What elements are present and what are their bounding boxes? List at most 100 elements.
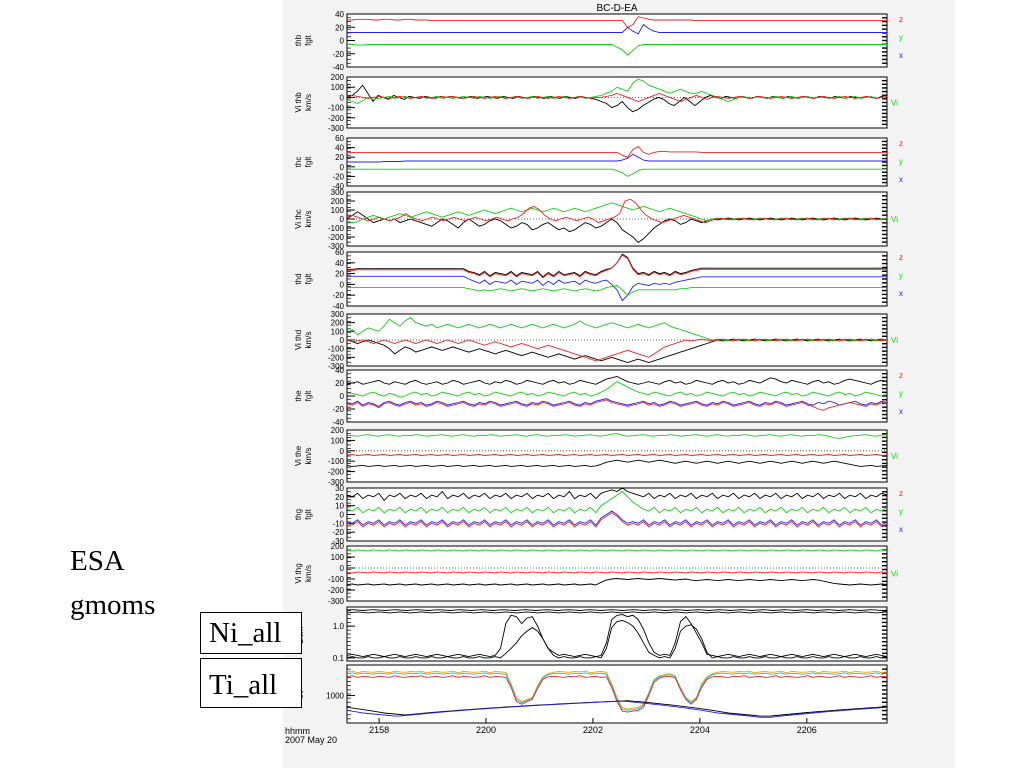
y-tick-label: 200	[331, 73, 345, 82]
series-line-Viz	[347, 571, 887, 574]
chart-title: BC-D-EA	[596, 3, 637, 14]
y-tick-label: -100	[328, 575, 345, 584]
y-tick-label: 10	[335, 502, 344, 511]
y-tick-label: -100	[328, 104, 345, 113]
y-tick-label: -300	[328, 124, 345, 133]
y-tick-label: -20	[332, 50, 344, 59]
y-tick-label: -40	[332, 302, 344, 311]
y-tick-label: -200	[328, 586, 345, 595]
legend-entry-x: x	[899, 175, 903, 184]
panel-frame	[346, 251, 888, 307]
legend-entry-x: x	[899, 525, 903, 534]
panel-thd_fgm: -40 -20 020 40 60 thdfglt zyx	[294, 248, 903, 311]
stacked-timeseries-figure: BC-D-EA -40-2002040thbfgltzyx-300-200-10…	[285, 3, 903, 745]
series-line-z	[347, 399, 887, 411]
gmoms-label: gmoms	[70, 589, 156, 621]
x-tick-label: 2202	[583, 725, 603, 735]
legend-entry-y: y	[899, 507, 903, 516]
plot-sheet: BC-D-EA -40 -20 0 20 40 thbfglt z y x -300 -200 -10…	[283, 0, 955, 768]
y-axis-label: Vi thekm/s	[294, 445, 313, 466]
ni-all-label: Ni_all	[200, 612, 302, 654]
y-axis-label-line: the	[294, 390, 303, 402]
series-line-Viy	[347, 316, 887, 342]
y-axis-label: Vi thgkm/s	[294, 563, 313, 583]
y-tick-label: -40	[332, 182, 344, 191]
panel-thg_vi: -300 -200 -100 0 100 200 Vi thgkm/s Vi	[294, 542, 898, 606]
series-line-x	[347, 398, 887, 407]
y-axis-label-line: thg	[294, 509, 303, 520]
y-tick-label: 40	[335, 10, 344, 19]
y-tick-label: 20	[335, 23, 344, 32]
series-line-y	[347, 153, 887, 163]
series-line-y	[347, 275, 887, 302]
y-axis-label: thefglt	[294, 390, 313, 402]
series-line-x	[347, 43, 887, 56]
y-tick-label: -20	[332, 291, 344, 300]
series-line-t1	[347, 670, 887, 710]
legend-entry-vi: Vi	[891, 215, 898, 224]
y-tick-label: 100	[331, 83, 345, 92]
ti-all-label: Ti_all	[200, 658, 302, 708]
y-axis-label: thgfglt	[294, 508, 313, 520]
y-axis-label-line: km/s	[304, 211, 313, 228]
panel-ti_all: 1000eV	[296, 664, 888, 724]
series-line-Vix	[347, 578, 887, 586]
y-tick-label: 60	[335, 248, 344, 257]
y-tick-label: 300	[331, 188, 345, 197]
legend-entry-vi: Vi	[891, 452, 898, 461]
y-tick-label: 40	[335, 259, 344, 268]
y-tick-label: -200	[328, 468, 345, 477]
y-axis-label-line: Vi thc	[294, 209, 303, 229]
series-line-y	[347, 381, 887, 398]
series-line-y	[347, 23, 887, 35]
series-line-t2	[347, 672, 887, 711]
y-tick-label: 40	[335, 366, 344, 375]
y-axis-label-line: fglt	[304, 273, 313, 284]
y-axis-label-line: Vi thb	[294, 92, 303, 113]
legend-entry-z: z	[899, 371, 903, 380]
series-line-z	[347, 254, 887, 279]
series-line-x	[347, 510, 887, 526]
x-tick-label: 2200	[476, 725, 496, 735]
y-axis-label-line: Vi thd	[294, 330, 303, 350]
legend-entry-x: x	[899, 407, 903, 416]
x-tick-label: 2204	[690, 725, 710, 735]
y-tick-label: 20	[335, 493, 344, 502]
y-tick-label: -300	[328, 362, 345, 371]
y-tick-label: 0	[340, 37, 345, 46]
series-line-Viz	[347, 198, 887, 224]
series-line-Viz	[347, 453, 887, 456]
series-line-n2	[347, 611, 887, 614]
y-tick-label: -200	[328, 353, 345, 362]
y-tick-label: 0	[340, 511, 345, 520]
y-tick-label: 100	[331, 206, 345, 215]
y-axis-label-line: thd	[294, 273, 303, 284]
legend-entry-y: y	[899, 271, 903, 280]
y-tick-label: 30	[335, 484, 344, 493]
panel-frame	[346, 369, 888, 423]
y-axis-label: thbfglt	[294, 34, 313, 46]
y-axis-label: thdfglt	[294, 273, 313, 285]
time-axis-label-date: 2007 May 20	[285, 735, 337, 745]
y-tick-label: 0	[340, 336, 345, 345]
legend-entry-vi: Vi	[891, 336, 898, 345]
series-line-Vix	[347, 338, 887, 363]
series-line-n1	[347, 609, 887, 611]
series-line-x	[347, 168, 887, 177]
series-line-t5	[347, 700, 887, 718]
y-tick-label: 20	[335, 153, 344, 162]
y-tick-label: -40	[332, 418, 344, 427]
series-line-k	[347, 376, 887, 385]
y-axis-label: thcfglt	[294, 156, 313, 167]
y-tick-label: -10	[332, 519, 344, 528]
panel-frame	[346, 13, 888, 68]
y-axis-label-line: Vi the	[294, 445, 303, 466]
y-axis-label-line: thc	[294, 157, 303, 168]
y-tick-label: 200	[331, 426, 345, 435]
y-tick-label: -100	[328, 345, 345, 354]
series-line-n3	[347, 614, 887, 658]
series-line-Viy	[347, 549, 887, 552]
y-tick-label: 100	[331, 553, 345, 562]
